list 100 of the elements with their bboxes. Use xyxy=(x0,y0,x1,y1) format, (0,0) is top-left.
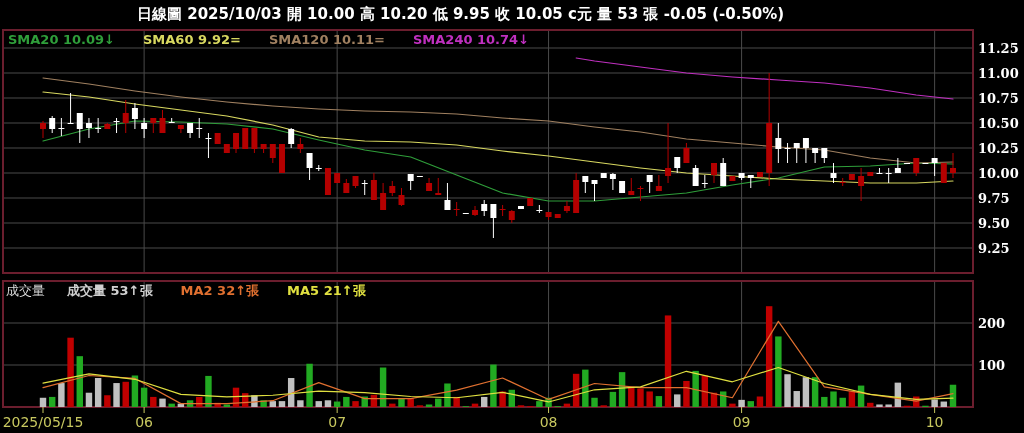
bar xyxy=(85,392,93,407)
bar xyxy=(784,374,791,407)
bar xyxy=(536,401,543,407)
y-tick-label: 9.75 xyxy=(978,191,1010,206)
text: SMA120 10.11= xyxy=(268,32,385,47)
bar xyxy=(655,396,663,407)
bar xyxy=(150,396,157,407)
text: SMA20 10.09↓ xyxy=(8,32,115,47)
bar xyxy=(297,400,304,407)
bar xyxy=(48,396,56,407)
text: SMA60 9.92= xyxy=(143,32,241,47)
candlestick xyxy=(472,205,479,217)
y-tick-label: 200 xyxy=(978,316,1006,331)
bar xyxy=(839,397,846,407)
candlestick xyxy=(40,120,46,139)
candlestick xyxy=(58,117,65,137)
bar xyxy=(94,378,102,407)
candlestick xyxy=(591,179,598,202)
bar xyxy=(609,391,617,407)
bar xyxy=(931,399,938,407)
candlestick xyxy=(701,174,708,189)
candlestick xyxy=(885,167,892,184)
candlestick xyxy=(711,162,717,184)
candlestick xyxy=(269,143,276,164)
bar xyxy=(67,337,74,407)
y-tick-label: 11.00 xyxy=(978,66,1019,81)
y-tick-label: 10.50 xyxy=(978,116,1019,131)
candlestick xyxy=(637,185,644,202)
bar xyxy=(122,381,129,407)
bar xyxy=(848,391,856,407)
bar xyxy=(729,403,736,407)
bar xyxy=(775,336,782,407)
candlestick xyxy=(876,167,883,174)
bar xyxy=(223,404,231,407)
candlestick xyxy=(85,117,92,139)
bar xyxy=(39,397,47,407)
bar xyxy=(159,398,166,407)
y-tick-label: 9.50 xyxy=(978,216,1010,231)
candlestick xyxy=(196,117,203,139)
bar xyxy=(407,398,414,407)
candlestick xyxy=(563,200,570,214)
candlestick xyxy=(122,99,129,134)
bar xyxy=(802,377,810,407)
bar xyxy=(104,395,111,407)
line-series xyxy=(575,57,954,100)
candlestick xyxy=(233,132,240,154)
text: SMA240 10.74↓ xyxy=(413,32,530,47)
candlestick xyxy=(775,122,782,164)
bar xyxy=(205,375,212,407)
x-tick-label: 09 xyxy=(732,414,751,430)
candlestick xyxy=(812,147,819,164)
candlestick xyxy=(665,122,672,184)
bar xyxy=(352,401,359,407)
bar xyxy=(343,396,350,407)
candlestick xyxy=(251,127,258,154)
bar xyxy=(591,397,598,407)
bar xyxy=(389,403,396,407)
y-tick-label: 10.25 xyxy=(978,141,1019,156)
text: 成交量 53↑張 xyxy=(66,283,154,298)
bar xyxy=(793,391,800,407)
bar xyxy=(637,388,644,407)
bar xyxy=(821,396,828,407)
candlestick xyxy=(444,182,451,211)
bar xyxy=(830,391,837,407)
bar xyxy=(444,383,451,407)
bar xyxy=(306,363,313,407)
bar xyxy=(315,401,322,407)
candlestick xyxy=(802,137,809,164)
bar xyxy=(674,394,681,407)
candlestick xyxy=(370,172,377,201)
line-series xyxy=(42,320,954,405)
y-tick-label: 10.00 xyxy=(978,166,1019,181)
candlestick xyxy=(113,117,120,134)
bar xyxy=(140,387,148,407)
x-tick-label: 10 xyxy=(925,414,944,430)
text: MA5 21↑張 xyxy=(287,283,367,298)
bar xyxy=(738,399,745,407)
bar xyxy=(113,383,120,407)
bar xyxy=(582,369,589,407)
candlestick xyxy=(177,124,184,134)
y-tick-label: 10.75 xyxy=(978,91,1019,106)
candlestick xyxy=(306,152,313,181)
candlestick xyxy=(361,179,368,196)
candlestick xyxy=(720,157,727,187)
bar xyxy=(692,370,699,407)
bar xyxy=(425,404,433,407)
candlestick xyxy=(380,182,387,211)
candlestick xyxy=(609,172,616,191)
line-series xyxy=(42,91,954,184)
bar xyxy=(747,401,754,407)
bar xyxy=(490,364,497,407)
x-tick-label: 07 xyxy=(328,414,347,430)
candlestick xyxy=(76,112,83,144)
candlestick xyxy=(784,142,791,164)
text: MA2 32↑張 xyxy=(180,283,261,298)
candlestick xyxy=(499,204,506,217)
candlestick xyxy=(288,127,295,149)
line-series xyxy=(42,366,954,403)
bar xyxy=(683,380,690,407)
candlestick xyxy=(858,167,865,202)
